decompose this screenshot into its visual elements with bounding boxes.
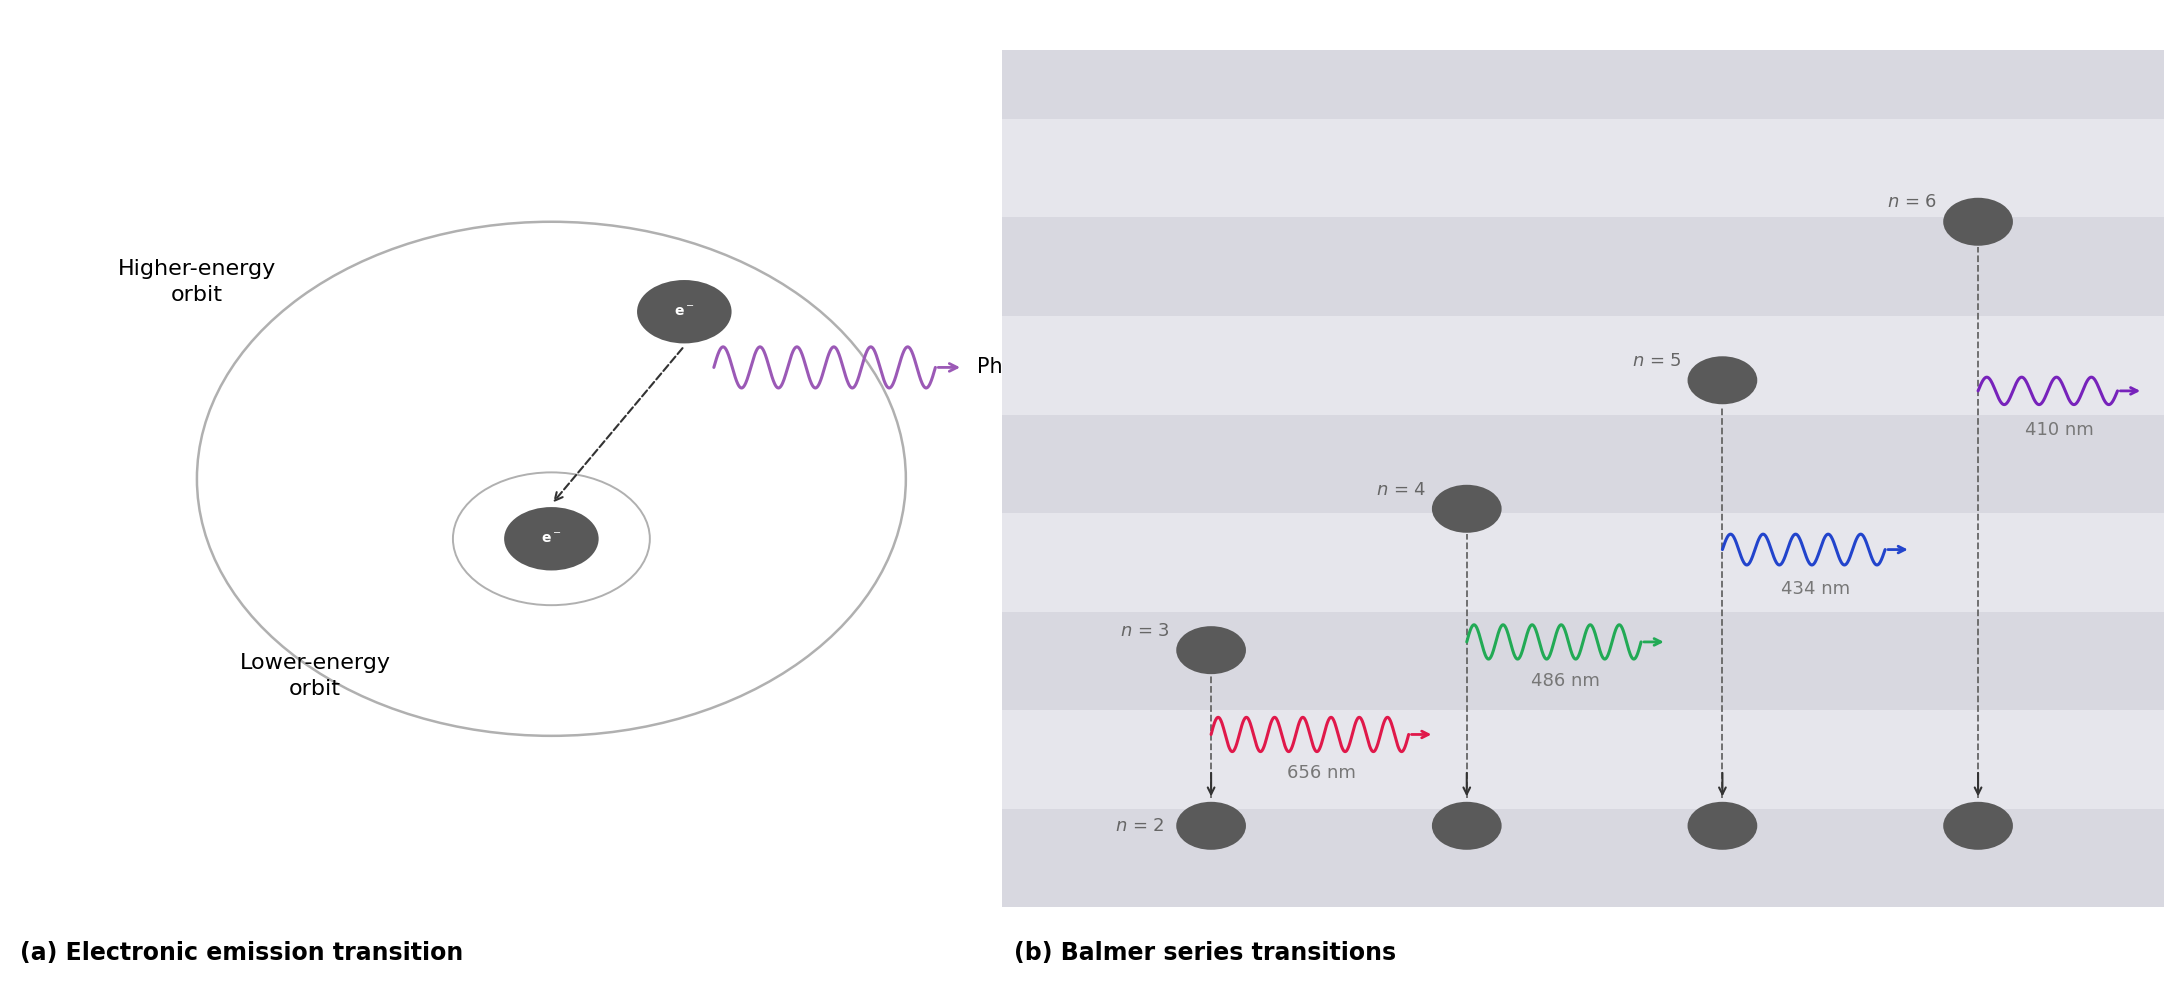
Bar xyxy=(1002,317,2164,414)
Text: (a) Electronic emission transition: (a) Electronic emission transition xyxy=(19,941,463,966)
Text: $n$ = 6: $n$ = 6 xyxy=(1887,194,1937,212)
Ellipse shape xyxy=(1943,198,2013,246)
Ellipse shape xyxy=(1433,485,1502,533)
Ellipse shape xyxy=(1177,801,1246,850)
Text: 656 nm: 656 nm xyxy=(1288,764,1357,782)
Text: 410 nm: 410 nm xyxy=(2026,421,2095,438)
Text: $n$ = 2: $n$ = 2 xyxy=(1114,816,1164,835)
Text: (b) Balmer series transitions: (b) Balmer series transitions xyxy=(1013,941,1396,966)
Ellipse shape xyxy=(1433,801,1502,850)
Ellipse shape xyxy=(1943,801,2013,850)
Text: $n$ = 4: $n$ = 4 xyxy=(1376,481,1426,499)
Ellipse shape xyxy=(1177,626,1246,674)
Ellipse shape xyxy=(636,280,731,344)
Bar xyxy=(1002,808,2164,907)
Text: e$^-$: e$^-$ xyxy=(673,304,695,319)
Text: e$^-$: e$^-$ xyxy=(541,532,563,545)
Bar xyxy=(1002,612,2164,710)
Bar xyxy=(1002,513,2164,612)
Bar xyxy=(1002,218,2164,317)
Ellipse shape xyxy=(1688,356,1757,404)
Text: 486 nm: 486 nm xyxy=(1532,672,1599,689)
Bar xyxy=(1002,119,2164,218)
Bar xyxy=(1002,710,2164,808)
Bar xyxy=(1002,50,2164,119)
Text: Photon: Photon xyxy=(976,358,1050,377)
Ellipse shape xyxy=(1688,801,1757,850)
Bar xyxy=(1002,414,2164,513)
Text: $n$ = 3: $n$ = 3 xyxy=(1121,622,1171,640)
Text: 434 nm: 434 nm xyxy=(1781,580,1850,598)
Text: Higher-energy
orbit: Higher-energy orbit xyxy=(117,258,277,305)
Text: $n$ = 5: $n$ = 5 xyxy=(1632,352,1681,370)
Ellipse shape xyxy=(504,507,599,571)
Text: Lower-energy
orbit: Lower-energy orbit xyxy=(240,652,390,700)
